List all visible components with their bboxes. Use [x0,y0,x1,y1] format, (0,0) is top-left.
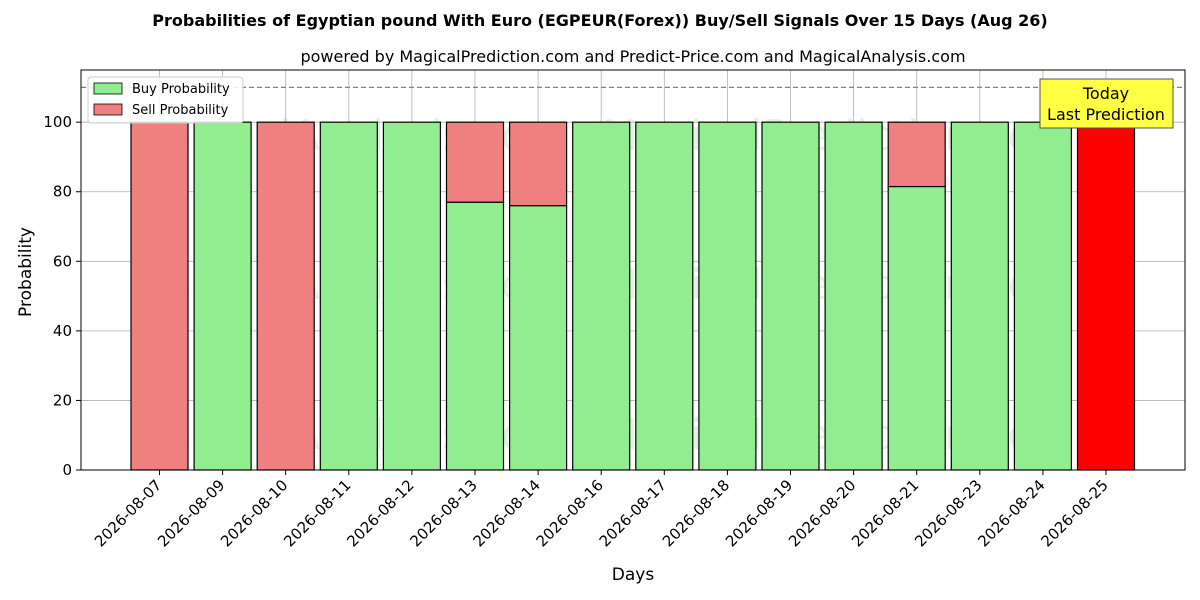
today-annotation-box [1039,78,1174,129]
y-axis-label: Probability [16,227,36,317]
bar-buy [445,201,505,471]
x-tick-label: 2026-08-20 [785,476,859,550]
legend-sell-swatch [93,103,123,116]
bar-sell [887,121,946,188]
legend-sell-label: Sell Probability [132,103,229,118]
bar-buy [1013,121,1073,471]
bar-buy [382,121,441,471]
bar-buy [698,121,757,471]
x-tick-label: 2026-08-23 [911,476,985,550]
legend-buy-swatch [93,82,123,95]
x-tick-label: 2026-08-21 [848,476,922,550]
x-tick-label: 2026-08-10 [217,476,291,550]
y-tick-label: 80 [53,183,72,201]
bar-buy [761,121,820,471]
legend-box [87,76,244,124]
bar-buy [635,121,694,471]
bar-buy [950,121,1009,471]
today-annotation: Today Last Prediction [1039,78,1174,129]
x-tick-label: 2026-08-25 [1037,476,1111,550]
today-annotation-line1: Today [1082,84,1129,103]
bar-buy [193,121,252,471]
x-tick-label: 2026-08-09 [154,476,228,550]
y-tick-label: 40 [53,322,72,340]
bar-sell [445,121,505,203]
bar-buy [887,185,946,471]
x-tick-label: 2026-08-18 [659,476,733,550]
legend: Buy Probability Sell Probability [87,76,244,124]
x-tick-label: 2026-08-24 [974,476,1048,550]
today-annotation-line2: Last Prediction [1047,105,1165,124]
y-tick-label: 60 [53,252,72,270]
y-tick-label: 20 [53,391,72,409]
legend-buy-label: Buy Probability [132,82,230,97]
bar-sell-today [1076,121,1136,471]
bar-sell [509,121,568,207]
x-tick-label: 2026-08-13 [406,476,480,550]
x-tick-label: 2026-08-11 [280,476,354,550]
x-tick-label: 2026-08-14 [470,476,544,550]
y-tick-label: 100 [43,113,72,131]
x-tick-label: 2026-08-12 [343,476,417,550]
bar-sell [130,121,189,471]
x-tick-label: 2026-08-17 [596,476,670,550]
bar-buy [319,121,378,471]
x-tick-label: 2026-08-16 [533,476,607,550]
x-axis-ticks: 2026-08-072026-08-092026-08-102026-08-11… [91,470,1112,550]
x-tick-label: 2026-08-19 [722,476,796,550]
bar-buy [509,205,568,471]
y-tick-label: 0 [62,461,72,479]
chart-title: Probabilities of Egyptian pound With Eur… [152,11,1047,30]
plot-frame [80,69,1186,471]
x-tick-label: 2026-08-07 [91,476,165,550]
bar-sell [256,121,315,471]
x-axis-label: Days [612,565,655,585]
y-axis-ticks: 0 20 40 60 80 100 [43,113,81,479]
bar-buy [824,121,883,471]
bar-group [130,121,1136,471]
chart-subtitle: powered by MagicalPrediction.com and Pre… [300,47,965,66]
bar-buy [572,121,631,471]
